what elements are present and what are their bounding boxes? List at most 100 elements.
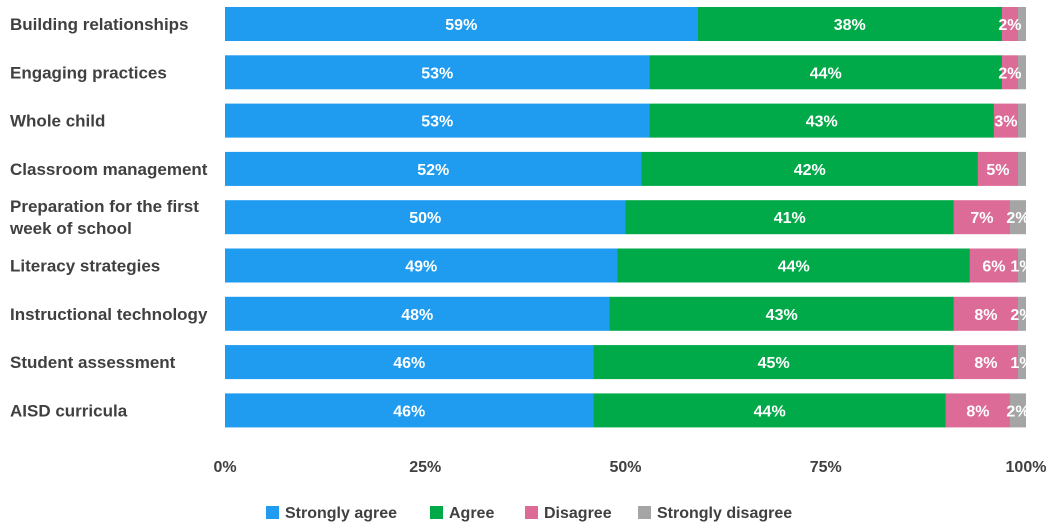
data-labels: 59% 38% 2% 53% 44% 2% 53% 43% 3% 52% 42% 5% 50% 41% 7%… <box>393 17 1033 420</box>
category-label-line: Classroom management <box>10 160 208 179</box>
bar-segment-strongly-agree <box>225 393 594 428</box>
bar-segment-agree <box>593 393 946 428</box>
data-label: 44% <box>810 65 842 82</box>
category-label: Engaging practices <box>10 63 167 82</box>
legend-label: Agree <box>449 505 494 522</box>
bar-segment-disagree <box>953 296 1018 331</box>
data-label: 44% <box>754 403 786 420</box>
bar-segment-strongly-agree <box>225 296 610 331</box>
bar-segment-strongly-disagree <box>1017 103 1026 138</box>
data-label: 46% <box>393 355 425 372</box>
bar-segment-disagree <box>1001 7 1018 41</box>
bar-segment-strongly-agree <box>225 248 618 283</box>
data-label: 53% <box>421 65 453 82</box>
category-label-line: Instructional technology <box>10 305 208 324</box>
bar-segment-agree <box>697 7 1002 41</box>
data-label: 2% <box>1010 307 1033 324</box>
category-labels: Building relationships Engaging practices… <box>9 15 208 420</box>
category-label-line: AISD curricula <box>10 401 128 420</box>
data-label: 48% <box>401 307 433 324</box>
data-label: 3% <box>994 114 1017 131</box>
legend-item-disagree: Disagree <box>525 505 612 522</box>
data-label: 1% <box>1010 355 1033 372</box>
x-tick-label: 100% <box>1006 459 1047 476</box>
data-label: 7% <box>970 210 993 227</box>
bar-segment-strongly-disagree <box>1017 151 1026 186</box>
bar-segment-agree <box>609 296 954 331</box>
bars-group <box>225 7 1026 428</box>
data-label: 50% <box>409 210 441 227</box>
legend-swatch <box>266 506 279 519</box>
data-label: 49% <box>405 259 437 276</box>
category-label: Classroom management <box>10 160 208 179</box>
category-label-line: Engaging practices <box>10 63 167 82</box>
legend-item-agree: Agree <box>430 505 494 522</box>
bar-segment-strongly-agree <box>225 103 650 138</box>
data-label: 6% <box>982 259 1005 276</box>
legend-label: Strongly disagree <box>657 505 792 522</box>
legend-swatch <box>430 506 443 519</box>
data-label: 2% <box>1006 403 1029 420</box>
bar-segment-strongly-disagree <box>1009 393 1026 428</box>
category-label: Literacy strategies <box>10 257 160 276</box>
bar-segment-strongly-disagree <box>1017 7 1026 41</box>
bar-segment-strongly-agree <box>225 151 642 186</box>
data-label: 42% <box>794 162 826 179</box>
category-label: Preparation for the first week of school <box>9 197 199 238</box>
legend-label: Disagree <box>544 505 612 522</box>
bar-segment-strongly-agree <box>225 55 650 90</box>
data-label: 2% <box>998 65 1021 82</box>
bar-segment-disagree <box>945 393 1010 428</box>
bar-segment-strongly-disagree <box>1017 55 1026 90</box>
data-label: 46% <box>393 403 425 420</box>
bar-segment-strongly-disagree <box>1017 345 1026 380</box>
category-label-line: Whole child <box>10 112 105 131</box>
legend-swatch <box>638 506 651 519</box>
data-label: 53% <box>421 114 453 131</box>
bar-segment-disagree <box>977 151 1018 186</box>
category-label: Instructional technology <box>10 305 208 324</box>
data-label: 59% <box>445 17 477 34</box>
bar-segment-agree <box>625 200 954 235</box>
bar-segment-agree <box>649 55 1002 90</box>
category-label: Student assessment <box>10 353 176 372</box>
x-tick-label: 75% <box>810 459 842 476</box>
bar-segment-agree <box>641 151 978 186</box>
legend-item-strongly-disagree: Strongly disagree <box>638 505 792 522</box>
bar-segment-agree <box>617 248 970 283</box>
category-label: Building relationships <box>10 15 189 34</box>
data-label: 5% <box>986 162 1009 179</box>
x-tick-label: 0% <box>213 459 236 476</box>
bar-segment-strongly-disagree <box>1017 296 1026 331</box>
category-label-line: Literacy strategies <box>10 257 160 276</box>
data-label: 43% <box>806 114 838 131</box>
bar-segment-agree <box>593 345 954 380</box>
data-label: 38% <box>834 17 866 34</box>
bar-segment-strongly-disagree <box>1009 200 1026 235</box>
x-axis-ticks: 0% 25% 50% 75% 100% <box>213 459 1046 476</box>
data-label: 45% <box>758 355 790 372</box>
bar-segment-disagree <box>993 103 1018 138</box>
data-label: 52% <box>417 162 449 179</box>
data-label: 43% <box>766 307 798 324</box>
legend-item-strongly-agree: Strongly agree <box>266 505 397 522</box>
data-label: 2% <box>998 17 1021 34</box>
category-label-line: Building relationships <box>10 15 189 34</box>
bar-segment-disagree <box>953 200 1010 235</box>
category-label: AISD curricula <box>10 401 128 420</box>
data-label: 41% <box>774 210 806 227</box>
category-label-line: Preparation for the first <box>10 197 199 216</box>
bar-segment-agree <box>649 103 994 138</box>
bar-segment-strongly-agree <box>225 200 626 235</box>
bar-segment-disagree <box>1001 55 1018 90</box>
bar-segment-strongly-disagree <box>1017 248 1026 283</box>
category-label-line: week of school <box>9 219 132 238</box>
data-label: 1% <box>1010 259 1033 276</box>
data-label: 2% <box>1006 210 1029 227</box>
bar-segment-strongly-agree <box>225 345 594 380</box>
bar-segment-disagree <box>953 345 1018 380</box>
bar-segment-strongly-agree <box>225 7 698 41</box>
data-label: 8% <box>966 403 989 420</box>
category-label: Whole child <box>10 112 105 131</box>
